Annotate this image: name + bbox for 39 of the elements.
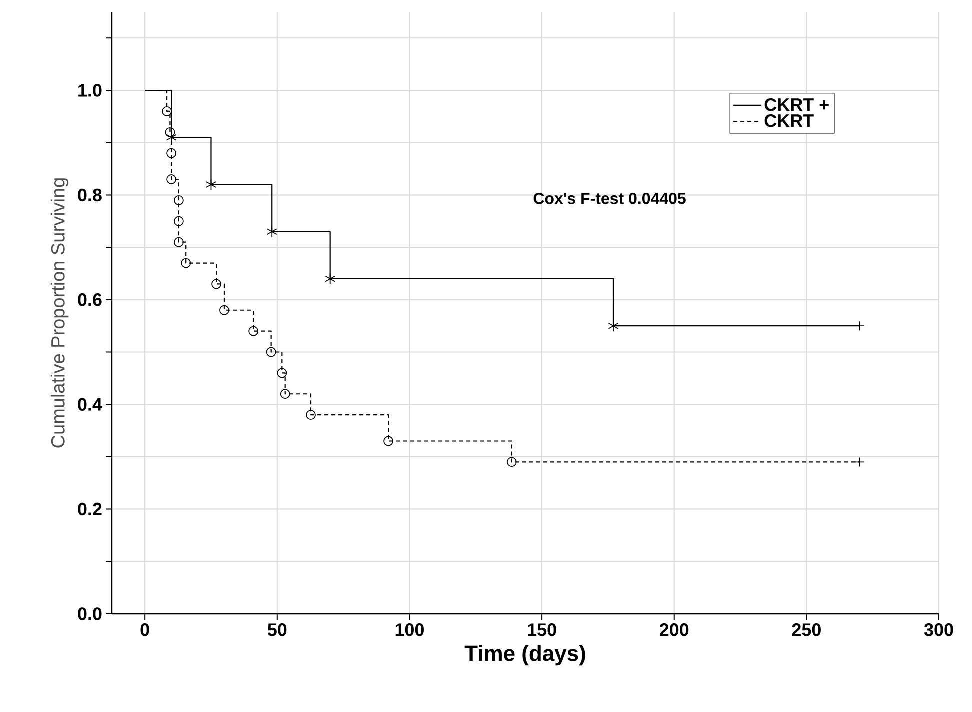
point	[220, 305, 230, 316]
point	[166, 148, 176, 158]
annotation: Cox's F-test 0.04405	[534, 192, 686, 204]
point	[306, 410, 316, 420]
y-tick-label: 0.4	[78, 398, 102, 411]
x-tick-label: 300	[924, 624, 954, 636]
x-axis-title: Time (days)	[464, 645, 586, 666]
y-axis-title: Cumulative Proportion Surviving	[50, 178, 69, 448]
y-tick-label: 0.8	[78, 188, 102, 202]
point	[854, 457, 865, 468]
legend-label: CKRT +	[764, 98, 829, 112]
point	[174, 216, 184, 226]
point	[506, 457, 517, 468]
y-tick-label: 1.0	[78, 84, 102, 97]
x-tick-label: 150	[528, 624, 556, 636]
y-tick-label: 0.2	[78, 502, 102, 516]
point	[212, 279, 222, 290]
point	[384, 436, 394, 446]
point	[277, 368, 288, 378]
x-tick-label: 200	[660, 624, 689, 636]
point	[181, 258, 192, 268]
point	[266, 226, 278, 238]
y-tick-label: 0.0	[78, 608, 102, 620]
point	[248, 326, 259, 336]
x-tick-label: 0	[140, 624, 150, 636]
point	[280, 389, 290, 400]
point	[325, 273, 336, 285]
y-tick-label: 0.6	[78, 294, 102, 306]
legend-label: CKRT	[764, 114, 814, 128]
point	[165, 127, 176, 138]
point	[266, 347, 276, 358]
point	[206, 178, 216, 191]
x-tick-label: 100	[396, 624, 424, 636]
point	[162, 106, 172, 116]
x-tick-label: 50	[268, 624, 287, 636]
point	[166, 174, 176, 184]
point	[174, 195, 184, 206]
x-tick-label: 250	[792, 624, 821, 636]
point	[174, 237, 184, 248]
